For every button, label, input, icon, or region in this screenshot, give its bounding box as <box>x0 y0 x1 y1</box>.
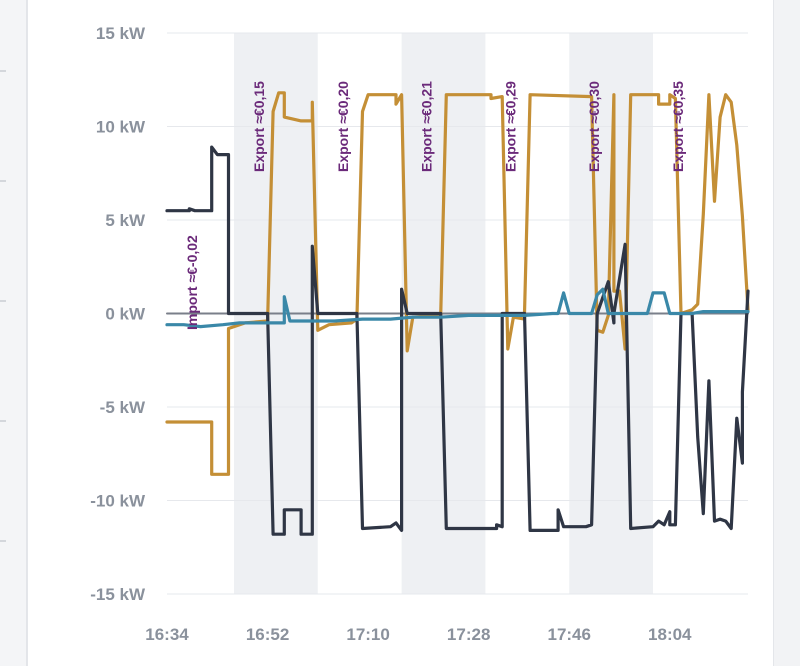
y-tick-label: -5 kW <box>100 398 146 417</box>
series-line <box>165 91 750 476</box>
sidebar-tick <box>0 300 6 302</box>
grid-lines <box>167 32 748 595</box>
y-tick-label: 0 kW <box>105 305 146 324</box>
x-tick-label: 17:10 <box>346 625 389 644</box>
sidebar-tick <box>0 540 6 542</box>
x-tick-label: 18:04 <box>648 625 692 644</box>
y-axis: 15 kW 10 kW 5 kW 0 kW -5 kW -10 kW -15 kW <box>90 24 146 604</box>
series-line <box>165 287 750 329</box>
sidebar-tick <box>0 420 6 422</box>
x-axis: 16:34 16:52 17:10 17:28 17:46 18:04 <box>145 625 692 644</box>
price-annotation: Export ≈€0,29 <box>502 81 518 172</box>
series-lines <box>165 91 750 536</box>
sidebar-tick <box>0 180 6 182</box>
price-annotation: Export ≈€0,21 <box>419 81 435 172</box>
price-annotation: Export ≈€0,20 <box>335 81 351 172</box>
price-annotation: Export ≈€0,15 <box>251 81 267 172</box>
y-tick-label: 5 kW <box>105 211 146 230</box>
price-annotation: Export ≈€0,30 <box>586 81 602 172</box>
x-tick-label: 16:52 <box>246 625 289 644</box>
y-tick-label: 15 kW <box>96 24 146 43</box>
sidebar-tick <box>0 70 6 72</box>
series-line <box>165 145 750 536</box>
y-tick-label: 10 kW <box>96 118 146 137</box>
x-tick-label: 17:46 <box>547 625 590 644</box>
y-tick-label: -15 kW <box>90 585 146 604</box>
y-tick-label: -10 kW <box>90 492 146 511</box>
chart-card: 15 kW 10 kW 5 kW 0 kW -5 kW -10 kW -15 kW 16:3… <box>27 0 774 666</box>
price-annotation: Export ≈€0,35 <box>670 81 686 172</box>
price-annotation: Import ≈€-0,02 <box>184 235 200 330</box>
left-sidebar-edge <box>0 0 27 666</box>
x-tick-label: 17:28 <box>447 625 490 644</box>
right-page-edge <box>773 0 800 666</box>
x-tick-label: 16:34 <box>145 625 189 644</box>
power-chart[interactable]: 15 kW 10 kW 5 kW 0 kW -5 kW -10 kW -15 kW 16:3… <box>28 0 773 666</box>
price-annotations: Import ≈€-0,02 Export ≈€0,15 Export ≈€0,20… <box>184 81 686 330</box>
